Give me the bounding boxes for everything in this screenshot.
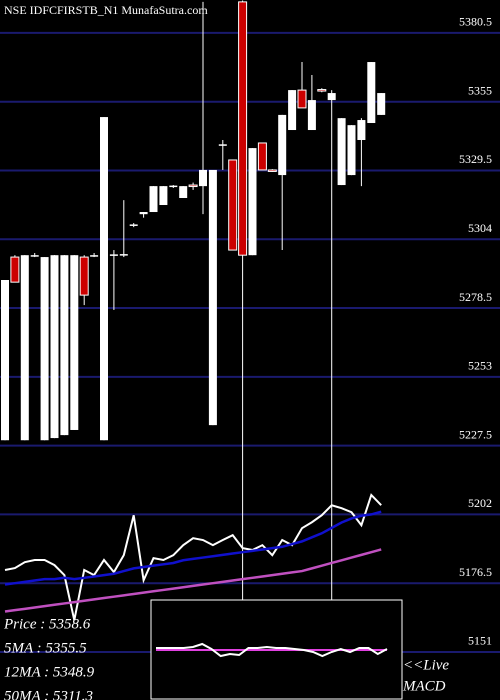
candle-body — [1, 280, 9, 441]
y-tick-label: 5329.5 — [459, 152, 492, 166]
candle-body — [199, 169, 207, 187]
y-tick-label: 5355 — [468, 83, 492, 97]
candle-body — [218, 144, 227, 146]
candle-body — [100, 117, 108, 441]
candle-body — [129, 224, 138, 226]
y-tick-label: 5278.5 — [459, 290, 492, 304]
candle-body — [139, 212, 148, 215]
info-line: Price : 5358.6 — [3, 616, 91, 632]
candle-body — [228, 159, 238, 251]
candle-body — [40, 257, 49, 441]
candle-body — [70, 255, 79, 430]
candle-body — [79, 256, 89, 296]
candle-body — [159, 186, 168, 206]
candle-body — [20, 255, 29, 441]
candle-body — [278, 114, 287, 176]
y-tick-label: 5304 — [468, 221, 492, 235]
macd-line — [156, 642, 388, 658]
candle-body — [119, 254, 128, 256]
ma-line — [4, 510, 382, 586]
y-tick-label: 5380.5 — [459, 15, 492, 29]
y-tick-label: 5202 — [468, 496, 492, 510]
candle-body — [60, 255, 69, 436]
candle-body — [50, 255, 59, 439]
candle-body — [208, 169, 217, 426]
candle-body — [169, 185, 178, 188]
candle-body — [267, 169, 277, 172]
candle-body — [337, 118, 346, 186]
candle-body — [327, 93, 336, 101]
y-tick-label: 5176.5 — [459, 565, 492, 579]
candle-body — [377, 93, 386, 115]
ma-line — [4, 493, 382, 621]
chart-title: NSE IDFCFIRSTB_N1 MunafaSutra.com — [4, 3, 208, 17]
candle-body — [30, 255, 39, 257]
candle-body — [248, 148, 257, 256]
info-line: 5MA : 5355.5 — [4, 640, 87, 656]
macd-label: <<Live — [403, 657, 449, 673]
candle-body — [317, 89, 327, 92]
info-line: 12MA : 5348.9 — [4, 664, 95, 680]
candle-body — [257, 142, 267, 171]
candle-body — [347, 125, 356, 176]
info-line: 50MA : 5311.3 — [4, 688, 93, 700]
macd-label: MACD — [402, 678, 446, 694]
candle-body — [149, 186, 158, 213]
y-tick-label: 5253 — [468, 359, 492, 373]
candle-body — [10, 256, 20, 283]
candle-body — [238, 1, 248, 256]
candle-body — [297, 89, 307, 109]
candle-body — [307, 100, 316, 131]
candle-body — [188, 184, 198, 188]
y-tick-label: 5227.5 — [459, 427, 492, 441]
candle-body — [109, 254, 118, 256]
candle-body — [357, 120, 366, 140]
candle-body — [288, 90, 297, 131]
candle-body — [367, 62, 376, 124]
y-tick-label: 5151 — [468, 634, 492, 648]
ma-line — [4, 548, 382, 613]
candle-body — [90, 255, 99, 257]
candle-body — [179, 186, 188, 198]
